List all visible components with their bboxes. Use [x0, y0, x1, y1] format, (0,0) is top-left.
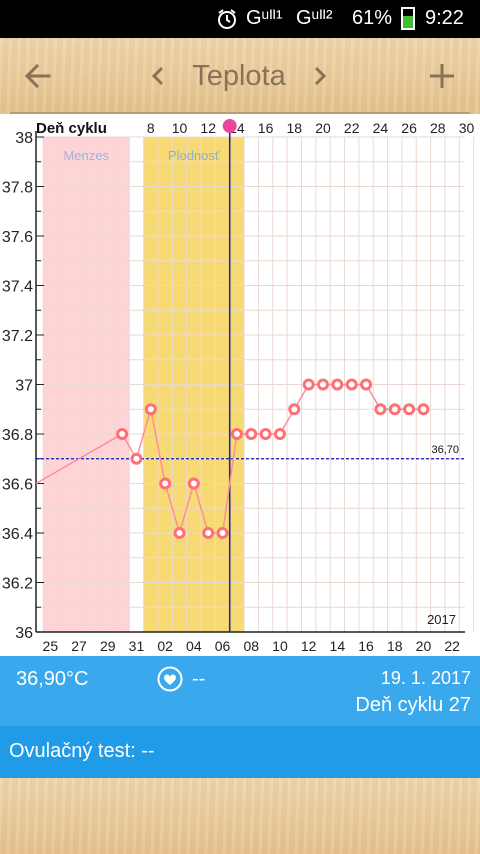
date-tick-label: 06	[215, 638, 231, 654]
temperature-point[interactable]	[273, 428, 286, 440]
next-button[interactable]	[302, 38, 338, 114]
y-tick-label: 37.2	[2, 328, 33, 345]
plus-icon	[430, 64, 454, 88]
heart-value: --	[192, 668, 206, 690]
y-tick-label: 36.8	[2, 427, 33, 444]
selected-date: 19. 1. 2017	[380, 668, 471, 688]
temperature-point[interactable]	[374, 403, 387, 416]
cycle-day-tick-label: 8	[147, 120, 155, 136]
cycle-day-tick-label: 12	[200, 120, 216, 136]
date-tick-label: 16	[358, 638, 374, 654]
cycle-day-tick-label: 16	[258, 120, 274, 136]
temperature-point[interactable]	[187, 477, 200, 490]
today-marker-icon[interactable]	[222, 119, 237, 133]
temperature-point[interactable]	[317, 378, 329, 391]
date-tick-label: 29	[100, 638, 116, 654]
toolbar-divider	[10, 112, 470, 114]
cycle-day: Deň cyklu 27	[355, 694, 471, 716]
y-tick-label: 36.4	[2, 526, 33, 543]
signal-icon: Gᵘᴵᴵ¹	[246, 7, 283, 29]
date-tick-label: 20	[416, 638, 432, 654]
cycle-day-tick-label: 30	[459, 120, 475, 136]
coverline-label: 36,70	[431, 444, 459, 456]
temperature-point[interactable]	[360, 378, 373, 391]
add-button[interactable]	[414, 38, 470, 114]
cycle-day-tick-label: 22	[344, 120, 360, 136]
date-tick-label: 12	[301, 638, 317, 654]
temperature-point[interactable]	[159, 477, 172, 490]
cycle-day-tick-label: 26	[401, 120, 417, 136]
date-tick-label: 18	[387, 638, 403, 654]
date-tick-label: 31	[129, 638, 145, 654]
temperature-point[interactable]	[259, 428, 272, 440]
previous-button[interactable]	[140, 38, 176, 114]
temperature-point[interactable]	[302, 378, 315, 391]
y-tick-label: 37	[15, 378, 33, 395]
y-tick-label: 36	[15, 625, 33, 642]
cycle-day-tick-label: 10	[172, 120, 188, 136]
date-tick-label: 14	[330, 638, 346, 654]
chevron-right-icon	[314, 66, 327, 86]
date-tick-label: 04	[186, 638, 202, 654]
y-tick-label: 37.8	[2, 180, 33, 197]
temperature-point[interactable]	[202, 527, 215, 539]
temperature-point[interactable]	[345, 378, 358, 391]
cycle-day-tick-label: 28	[430, 120, 446, 136]
y-tick-label: 36.6	[2, 477, 33, 494]
ovulation-test-bar[interactable]: Ovulačný test: --	[0, 726, 480, 778]
fertile-label: Plodnosť	[168, 148, 220, 163]
signal-icon: Gᵘᴵᴵ²	[296, 7, 333, 29]
temperature-point[interactable]	[130, 452, 143, 465]
ovulation-test-label: Ovulačný test: --	[9, 740, 155, 762]
date-tick-label: 27	[71, 638, 87, 654]
battery-icon	[401, 7, 415, 30]
date-tick-label: 10	[272, 638, 288, 654]
temperature-point[interactable]	[173, 527, 186, 539]
cycle-day-header: Deň cyklu	[36, 120, 107, 137]
arrow-left-icon	[24, 63, 51, 89]
status-bar: Gᵘᴵᴵ¹ Gᵘᴵᴵ² 61% 9:22	[0, 0, 480, 38]
temperature-point[interactable]	[216, 527, 229, 539]
info-bar: 36,90°C -- 19. 1. 2017 Deň cyklu 27	[0, 656, 480, 726]
battery-percent: 61%	[352, 7, 393, 29]
cycle-day-tick-label: 20	[315, 120, 331, 136]
alarm-clock-icon	[218, 9, 236, 29]
page-title: Teplota	[192, 59, 286, 92]
date-tick-label: 25	[43, 638, 59, 654]
temperature-point[interactable]	[245, 428, 258, 440]
temperature-point[interactable]	[331, 378, 344, 391]
y-tick-label: 37.4	[2, 279, 33, 296]
chevron-left-icon	[151, 66, 164, 86]
date-tick-label: 08	[243, 638, 259, 654]
date-tick-label: 02	[157, 638, 173, 654]
temperature-point[interactable]	[288, 403, 301, 416]
temperature-point[interactable]	[230, 428, 243, 440]
back-button[interactable]	[10, 38, 66, 114]
y-tick-label: 37.6	[2, 229, 33, 246]
date-tick-label: 22	[444, 638, 460, 654]
clock: 9:22	[425, 7, 464, 29]
temperature-point[interactable]	[144, 403, 157, 416]
y-tick-label: 36.2	[2, 576, 33, 593]
bottom-panel	[0, 778, 480, 854]
temperature-point[interactable]	[388, 403, 401, 416]
temperature-chart[interactable]: 36 36.2 36.4 36.6 36.8 37 37.2 37.4 37.6 37.8 38 8 1…	[0, 114, 480, 656]
menses-label: Menzes	[63, 148, 109, 163]
temperature-value: 36,90°C	[16, 668, 89, 690]
year-label: 2017	[427, 612, 456, 627]
cycle-day-tick-label: 18	[287, 120, 303, 136]
y-tick-label: 38	[15, 130, 33, 147]
temperature-point[interactable]	[403, 403, 416, 416]
temperature-point[interactable]	[417, 403, 430, 416]
toolbar: Teplota	[0, 38, 480, 114]
temperature-point[interactable]	[116, 428, 129, 440]
heart-icon[interactable]	[157, 666, 183, 692]
cycle-day-tick-label: 24	[373, 120, 389, 136]
chart-svg[interactable]: 36 36.2 36.4 36.6 36.8 37 37.2 37.4 37.6 37.8 38 8 1…	[0, 114, 480, 656]
